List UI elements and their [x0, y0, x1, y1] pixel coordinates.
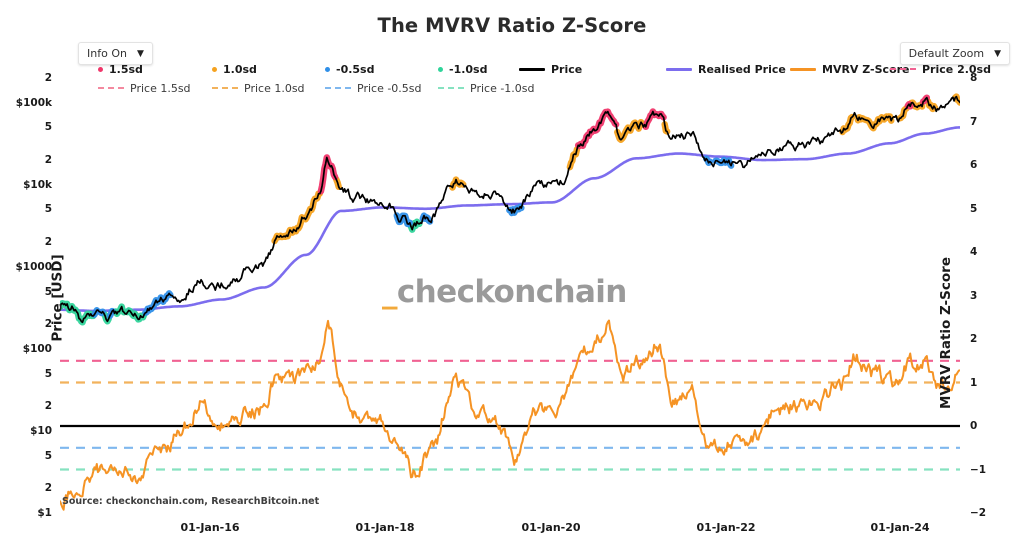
legend-item-label: MVRV Z-Score: [822, 62, 910, 76]
y-axis-left-title: Price [USD]: [49, 254, 66, 342]
y-axis-left-tick: 2: [44, 72, 52, 84]
x-axis-tick: 01-Jan-20: [521, 521, 581, 534]
y-axis-left-tick: 5: [44, 121, 52, 134]
y-axis-left-tick: 2: [44, 154, 52, 167]
y-axis-right-tick: 2: [970, 333, 978, 345]
legend-item-price[interactable]: Price: [519, 63, 582, 76]
y-axis-left-tick: $10k: [23, 178, 52, 191]
legend-marker-icon: [325, 87, 351, 89]
y-axis-left-tick: 2: [44, 400, 52, 413]
y-axis-right-tick: 0: [970, 420, 978, 432]
y-axis-left-tick: 2: [44, 236, 52, 249]
y-axis-left-tick: $10: [30, 424, 52, 437]
y-axis-left-tick: 5: [44, 449, 52, 462]
legend-row-bands: Price 1.5sd Price 1.0sd Price -0.5sd Price …: [62, 80, 962, 96]
x-axis-tick: 01-Jan-22: [696, 521, 756, 534]
legend-item-label: 1.0sd: [223, 62, 257, 76]
info-dropdown[interactable]: Info On ▼: [78, 42, 153, 65]
legend-item-label: Price 1.0sd: [244, 81, 305, 95]
y-axis-right-tick: 3: [970, 289, 978, 302]
legend-item-label: Price -1.0sd: [470, 81, 535, 95]
legend-marker-icon: [212, 66, 217, 72]
legend-item-price-1-5sd[interactable]: Price 1.5sd: [98, 82, 191, 95]
y-axis-right-tick: −1: [970, 463, 987, 476]
legend-item-price-2-0sd[interactable]: Price 2.0sd: [890, 63, 991, 76]
legend-item-label: Realised Price: [698, 62, 786, 76]
legend-item-1-0sd[interactable]: -1.0sd: [438, 63, 487, 76]
y-axis-right-tick: 4: [970, 246, 978, 258]
legend-marker-icon: [438, 87, 464, 89]
series-mvrv-zscore: [60, 319, 960, 511]
legend-item-label: -0.5sd: [336, 62, 375, 76]
legend-marker-icon: [98, 66, 103, 72]
legend-marker-icon: [98, 87, 124, 89]
x-axis-tick: 01-Jan-16: [180, 521, 240, 534]
chart-legend: 1.5sd 1.0sd -0.5sd -1.0sd Price Realised Pric…: [62, 61, 991, 96]
plot-area: [60, 78, 960, 513]
legend-item-realised-price[interactable]: Realised Price: [666, 63, 786, 76]
legend-item-label: Price 2.0sd: [922, 62, 991, 76]
x-axis-tick: 01-Jan-24: [870, 521, 930, 534]
legend-item-0-5sd[interactable]: -0.5sd: [325, 63, 374, 76]
zoom-dropdown-label: Default Zoom: [908, 47, 985, 60]
y-axis-right-tick: 5: [970, 202, 978, 215]
legend-item-price-1-0sd[interactable]: Price -1.0sd: [438, 82, 535, 95]
y-axis-left-tick: 5: [44, 285, 52, 298]
y-axis-right-tick: 1: [970, 376, 978, 389]
zoom-dropdown[interactable]: Default Zoom ▼: [899, 42, 1010, 65]
legend-item-label: Price 1.5sd: [130, 81, 191, 95]
legend-marker-icon: [519, 67, 545, 71]
legend-item-mvrv-z-score[interactable]: MVRV Z-Score: [790, 63, 910, 76]
y-axis-right-tick: −2: [970, 507, 987, 519]
y-axis-right-tick: 6: [970, 159, 978, 171]
legend-marker-icon: [438, 66, 443, 72]
y-axis-left-tick: $1000: [15, 260, 52, 273]
chart-canvas: [60, 93, 960, 511]
legend-marker-icon: [212, 87, 238, 89]
legend-row-primary: 1.5sd 1.0sd -0.5sd -1.0sd Price Realised Pric…: [62, 61, 991, 77]
legend-item-label: Price -0.5sd: [357, 81, 422, 95]
x-axis-tick: 01-Jan-18: [355, 521, 415, 534]
legend-marker-icon: [666, 67, 692, 71]
page-title: The MVRV Ratio Z-Score: [377, 14, 647, 37]
y-axis-left-tick: $100: [22, 342, 52, 355]
y-axis-right-tick: 8: [970, 72, 978, 84]
y-axis-left-tick: 2: [44, 318, 52, 331]
y-axis-right-title: MVRV Ratio Z-Score: [938, 257, 955, 409]
series-realised-price: [60, 126, 960, 313]
y-axis-right-tick: 7: [970, 115, 978, 128]
legend-item-price-1-0sd[interactable]: Price 1.0sd: [212, 82, 305, 95]
chevron-down-icon: ▼: [994, 48, 1001, 59]
info-dropdown-label: Info On: [87, 47, 127, 60]
legend-item-price-0-5sd[interactable]: Price -0.5sd: [325, 82, 422, 95]
legend-item-1-5sd[interactable]: 1.5sd: [98, 63, 143, 76]
legend-marker-icon: [890, 68, 916, 70]
y-axis-left-tick: 5: [44, 367, 52, 380]
series-price: [60, 95, 960, 324]
legend-item-label: -1.0sd: [449, 62, 488, 76]
legend-marker-icon: [790, 67, 816, 71]
legend-marker-icon: [325, 66, 330, 72]
y-axis-left-tick: 5: [44, 203, 52, 216]
y-axis-left-tick: $100k: [15, 96, 52, 109]
source-attribution: Source: checkonchain.com, ResearchBitcoi…: [62, 496, 320, 507]
y-axis-left-tick: $1: [37, 507, 52, 519]
y-axis-left-tick: 2: [44, 482, 52, 495]
legend-item-1-0sd[interactable]: 1.0sd: [212, 63, 257, 76]
chevron-down-icon: ▼: [136, 48, 144, 59]
legend-item-label: 1.5sd: [109, 62, 143, 76]
legend-item-label: Price: [551, 62, 583, 76]
